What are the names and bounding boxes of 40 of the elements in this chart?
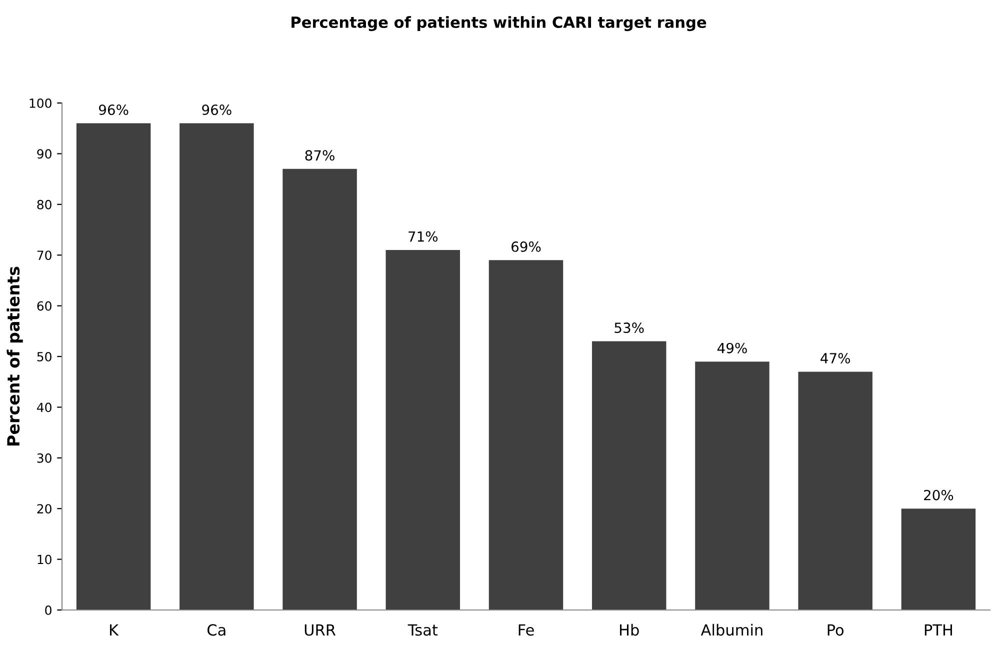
data-label: 96% <box>202 104 232 116</box>
data-label: 20% <box>924 490 954 500</box>
bar <box>695 362 770 610</box>
data-label: 71% <box>408 231 438 242</box>
data-label: 49% <box>717 342 747 354</box>
data-label: 96% <box>98 104 128 116</box>
x-tick-label: Tsat <box>408 624 438 636</box>
data-label: 69% <box>512 241 541 252</box>
data-label: 53% <box>614 322 644 334</box>
x-tick-label: URR <box>304 624 336 636</box>
bar <box>282 168 357 610</box>
x-tick-label: K <box>110 624 119 636</box>
y-tick-label: 40 <box>36 402 52 412</box>
x-tick-label: PTH <box>924 624 952 636</box>
y-tick-label: 70 <box>37 250 52 260</box>
y-tick-label: 10 <box>38 554 52 564</box>
y-tick-label: 100 <box>30 98 52 108</box>
y-axis-title: Percent of patients <box>6 266 23 446</box>
bar <box>76 123 151 610</box>
y-tick-label: 0 <box>45 605 52 615</box>
y-tick-label: 30 <box>37 453 52 463</box>
y-tick-label: 50 <box>37 352 52 362</box>
data-label: 87% <box>305 150 334 161</box>
bar <box>901 508 976 610</box>
x-tick-label: Hb <box>620 624 639 636</box>
y-tick-label: 60 <box>37 301 52 311</box>
y-tick-label: 90 <box>37 149 52 159</box>
bar <box>488 260 564 610</box>
y-tick-label: 80 <box>37 200 52 210</box>
data-label: 47% <box>820 352 850 364</box>
bar <box>592 341 666 610</box>
y-tick-label: 20 <box>37 504 52 514</box>
bar <box>386 250 460 610</box>
chart-title: Percentage of patients within CARI target range <box>292 16 706 32</box>
x-tick-label: Fe <box>518 624 534 636</box>
bar <box>180 123 254 610</box>
x-tick-label: Po <box>828 624 844 636</box>
bar <box>798 372 872 610</box>
x-tick-label: Ca <box>208 624 226 636</box>
x-tick-label: Albumin <box>700 624 762 636</box>
